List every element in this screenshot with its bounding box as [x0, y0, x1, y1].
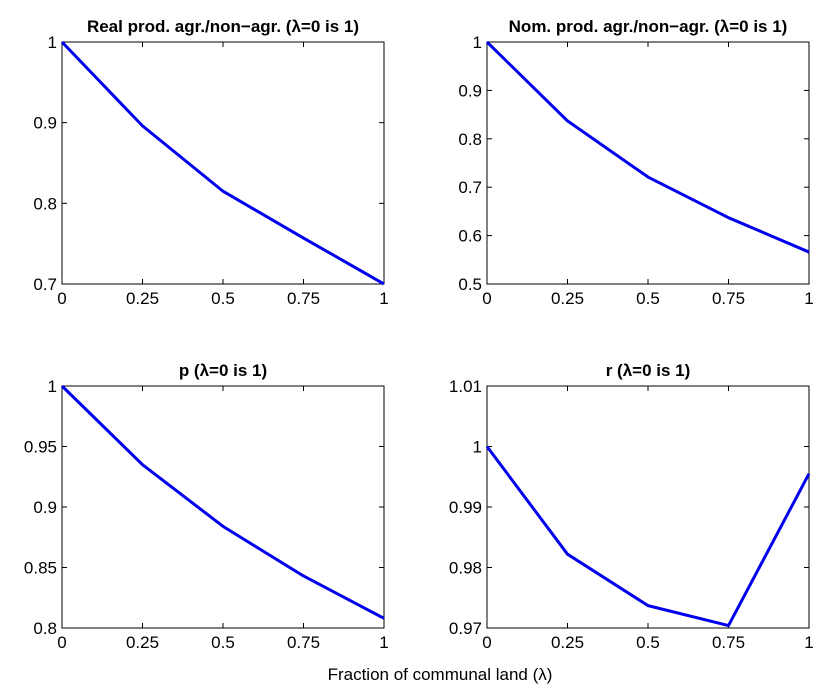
y-tick-label: 0.8 — [33, 194, 57, 213]
y-tick-label: 0.7 — [33, 275, 57, 294]
figure-x-axis-label: Fraction of communal land (λ) — [328, 665, 553, 684]
y-tick-label: 1.01 — [449, 377, 482, 396]
y-tick-label: 0.99 — [449, 498, 482, 517]
x-tick-label: 0.25 — [126, 289, 159, 308]
y-tick-label: 0.9 — [33, 114, 57, 133]
x-tick-label: 0.75 — [712, 289, 745, 308]
y-tick-label: 0.97 — [449, 619, 482, 638]
x-tick-label: 0.75 — [287, 289, 320, 308]
series-line-1 — [60, 384, 385, 620]
axes-box — [61, 385, 385, 629]
chart-title: Nom. prod. agr./non−agr. (λ=0 is 1) — [509, 17, 788, 36]
subplot-4: r (λ=0 is 1) 0 0.25 0.5 0.75 1 0.97 0.98 0.99 1 1.… — [449, 361, 814, 652]
x-tick-label: 1 — [804, 289, 813, 308]
y-tick-label: 1 — [48, 33, 57, 52]
y-tick-label: 0.8 — [458, 130, 482, 149]
subplot-grid: Real prod. agr./non−agr. (λ=0 is 1) 0 0.25… — [24, 17, 814, 652]
series-line-1 — [60, 40, 385, 286]
y-tick-label: 0.5 — [458, 275, 482, 294]
x-tick-label: 0.5 — [211, 289, 235, 308]
x-tick-label: 0.25 — [551, 633, 584, 652]
x-tick-label: 0.25 — [551, 289, 584, 308]
x-tick-label: 0 — [482, 289, 491, 308]
x-tick-label: 0.5 — [211, 633, 235, 652]
subplot-1: Real prod. agr./non−agr. (λ=0 is 1) 0 0.25… — [33, 17, 388, 308]
x-tick-label: 0 — [57, 289, 66, 308]
y-tick-label: 0.85 — [24, 559, 57, 578]
x-tick-label: 1 — [379, 633, 388, 652]
y-tick-label: 0.8 — [33, 619, 57, 638]
series-line-1 — [485, 445, 811, 628]
chart-title: Real prod. agr./non−agr. (λ=0 is 1) — [87, 17, 359, 36]
y-tick-label: 1 — [473, 438, 482, 457]
y-tick-label: 0.95 — [24, 438, 57, 457]
y-tick-label: 1 — [473, 33, 482, 52]
y-tick-label: 0.7 — [458, 178, 482, 197]
axes-box — [61, 41, 385, 285]
subplot-3: p (λ=0 is 1) 0 0.25 0.5 0.75 1 0.8 0.85 0.9 0.95 1 — [24, 361, 389, 652]
y-tick-label: 0.9 — [458, 81, 482, 100]
series-line-1 — [485, 40, 810, 254]
y-tick-label: 0.6 — [458, 227, 482, 246]
x-tick-label: 1 — [804, 633, 813, 652]
axes-box — [486, 385, 810, 629]
subplot-2: Nom. prod. agr./non−agr. (λ=0 is 1) 0 0.25… — [458, 17, 813, 308]
x-tick-label: 0 — [57, 633, 66, 652]
x-tick-label: 0.5 — [636, 289, 660, 308]
chart-title: r (λ=0 is 1) — [606, 361, 691, 380]
x-tick-label: 0.75 — [287, 633, 320, 652]
x-tick-label: 0.25 — [126, 633, 159, 652]
x-tick-label: 0.5 — [636, 633, 660, 652]
axes-box — [486, 41, 810, 285]
x-tick-label: 0.75 — [712, 633, 745, 652]
x-tick-label: 1 — [379, 289, 388, 308]
y-tick-label: 0.9 — [33, 498, 57, 517]
chart-title: p (λ=0 is 1) — [179, 361, 267, 380]
y-tick-label: 1 — [48, 377, 57, 396]
y-tick-label: 0.98 — [449, 559, 482, 578]
x-tick-label: 0 — [482, 633, 491, 652]
